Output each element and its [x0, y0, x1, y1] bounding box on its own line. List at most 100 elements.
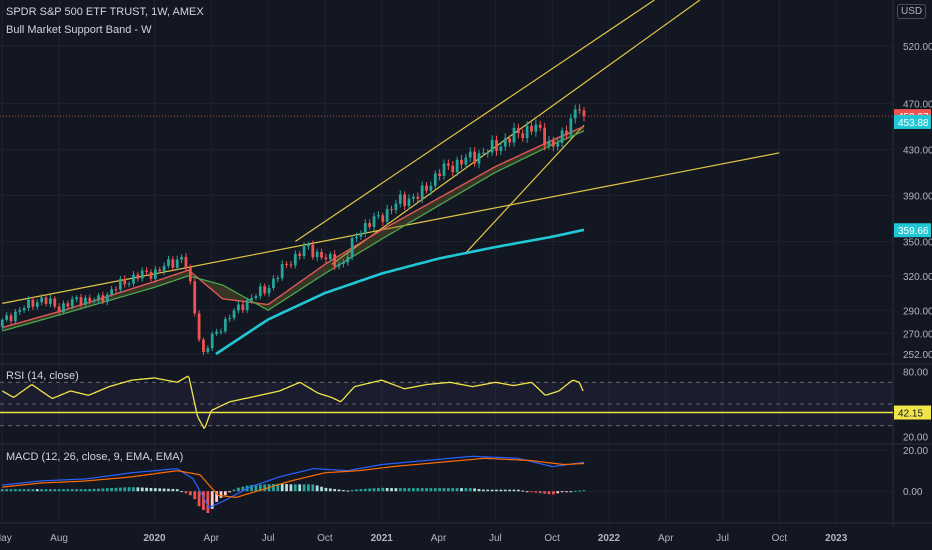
- candle-13: [57, 306, 61, 313]
- price-tick-label-3: 390.00: [903, 191, 932, 202]
- price-tick-label-5: 320.00: [903, 272, 932, 283]
- macd-bar-43: [188, 491, 192, 496]
- candle-42: [184, 256, 188, 268]
- trendline-1: [295, 0, 655, 242]
- macd-bar-7: [31, 489, 35, 492]
- macd-bar-84: [368, 488, 372, 492]
- macd-bar-130: [569, 491, 573, 493]
- macd-bar-80: [350, 489, 354, 492]
- candle-27: [118, 278, 122, 290]
- candle-125: [547, 140, 551, 146]
- macd-bar-92: [403, 488, 407, 492]
- candle-132: [578, 109, 581, 111]
- candle-72: [315, 251, 319, 258]
- candle-73: [320, 251, 323, 258]
- macd-bar-131: [573, 490, 577, 492]
- macd-bar-106: [464, 488, 468, 492]
- macd-bar-23: [101, 488, 105, 492]
- macd-bar-65: [285, 484, 288, 492]
- macd-bar-46: [202, 491, 205, 511]
- macd-line: [2, 455, 585, 509]
- macd-bar-19: [83, 489, 87, 492]
- macd-bar-54: [237, 487, 240, 492]
- macd-bar-102: [447, 488, 450, 492]
- chart-title: SPDR S&P 500 ETF TRUST, 1W, AMEX: [6, 6, 204, 18]
- candle-81: [355, 236, 358, 239]
- candle-25: [110, 289, 114, 295]
- candle-52: [228, 317, 232, 319]
- candle-55: [241, 304, 245, 311]
- macd-bar-111: [486, 489, 490, 492]
- candle-7: [31, 299, 35, 307]
- macd-bar-38: [167, 488, 170, 492]
- candle-112: [490, 140, 494, 153]
- candle-113: [495, 140, 498, 152]
- x-tick-label-12: Jul: [716, 533, 729, 544]
- candle-96: [420, 185, 424, 199]
- candle-21: [92, 300, 96, 302]
- candle-68: [298, 253, 302, 257]
- candle-62: [272, 278, 275, 289]
- candle-129: [565, 130, 568, 135]
- price-label-box-2: [894, 223, 931, 238]
- macd-bar-119: [521, 490, 525, 492]
- rsi-tick-label-0: 80.00: [903, 367, 928, 378]
- macd-bar-32: [140, 487, 144, 492]
- currency-button[interactable]: USD: [897, 4, 927, 19]
- trendline-0: [2, 152, 780, 304]
- macd-bar-112: [490, 489, 494, 492]
- candle-50: [219, 331, 223, 333]
- macd-bar-44: [193, 491, 197, 500]
- candle-102: [447, 163, 450, 166]
- macd-bar-88: [385, 487, 389, 492]
- candle-35: [153, 269, 157, 279]
- candle-5: [22, 308, 26, 311]
- candle-14: [62, 303, 65, 313]
- macd-bar-109: [477, 489, 481, 492]
- candle-83: [363, 223, 367, 234]
- macd-bar-9: [40, 489, 44, 492]
- macd-bar-18: [79, 489, 83, 492]
- macd-bar-22: [97, 488, 100, 492]
- candle-16: [70, 299, 74, 307]
- candle-76: [333, 254, 337, 267]
- macd-bar-68: [298, 484, 302, 492]
- candle-15: [66, 303, 70, 307]
- candle-85: [372, 216, 376, 227]
- candle-65: [285, 263, 288, 265]
- candle-84: [368, 223, 372, 227]
- rsi-label: RSI (14, close): [6, 370, 79, 382]
- macd-bar-2: [9, 489, 13, 492]
- macd-bar-47: [206, 491, 210, 514]
- macd-bar-89: [390, 488, 393, 492]
- macd-bar-0: [0, 489, 4, 492]
- macd-bar-85: [372, 488, 376, 492]
- candle-59: [258, 286, 262, 297]
- signal-line: [2, 457, 585, 499]
- macd-bar-16: [70, 489, 74, 492]
- macd-bar-74: [324, 487, 328, 492]
- candle-128: [560, 130, 564, 143]
- candle-133: [582, 110, 586, 117]
- candle-69: [302, 246, 306, 257]
- macd-bar-42: [184, 491, 188, 494]
- candle-54: [237, 304, 240, 311]
- price-tick-label-7: 270.00: [903, 329, 932, 340]
- candle-90: [394, 203, 398, 211]
- candle-105: [460, 159, 463, 165]
- macd-bar-64: [280, 483, 284, 492]
- candle-88: [385, 209, 389, 222]
- candle-30: [132, 274, 135, 284]
- candle-28: [123, 278, 127, 285]
- macd-bar-133: [582, 490, 586, 492]
- candle-78: [342, 262, 345, 265]
- candle-64: [280, 263, 284, 279]
- macd-bar-107: [468, 488, 472, 492]
- rsi-band: [0, 382, 893, 426]
- candle-58: [254, 296, 258, 298]
- macd-bar-95: [416, 488, 420, 492]
- candle-114: [499, 146, 503, 152]
- candle-116: [508, 138, 512, 143]
